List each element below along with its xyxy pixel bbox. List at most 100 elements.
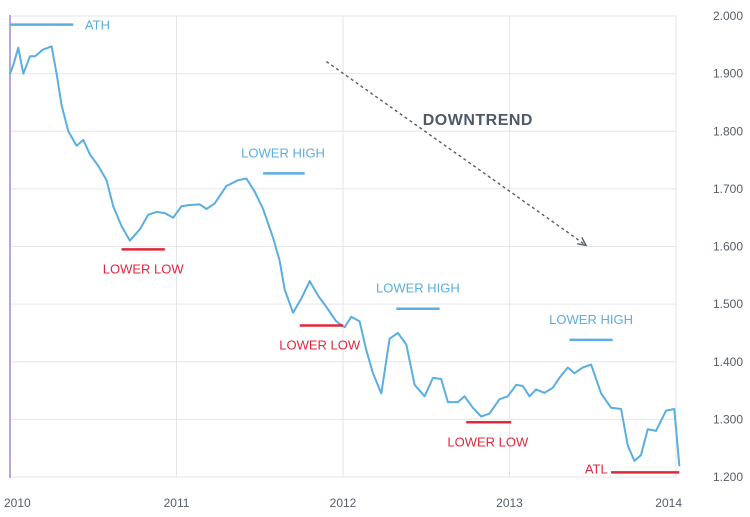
data-point [225, 185, 227, 187]
data-point [237, 179, 239, 181]
trend-arrow [325, 60, 587, 246]
y-tick-label: 1.700 [713, 182, 743, 196]
high-label: LOWER HIGH [241, 145, 325, 160]
data-point [284, 289, 286, 291]
data-point [573, 372, 575, 374]
data-point [432, 377, 434, 379]
data-point [245, 178, 247, 180]
data-point [647, 428, 649, 430]
data-point [365, 349, 367, 351]
y-axis: 2.000 1.900 1.800 1.700 1.600 1.500 1.400 1.300… [713, 9, 743, 484]
data-point [272, 237, 274, 239]
data-point [254, 191, 256, 193]
data-point [300, 297, 302, 299]
data-point [372, 372, 374, 374]
low-label: LOWER LOW [447, 434, 529, 449]
data-point [344, 326, 346, 328]
data-points [9, 46, 680, 467]
data-point [397, 332, 399, 334]
data-point [199, 203, 201, 205]
y-tick-label: 1.800 [713, 124, 743, 138]
x-tick-label: 2014 [655, 496, 682, 510]
data-point [335, 320, 337, 322]
data-point [558, 377, 560, 379]
data-point [76, 145, 78, 147]
data-point [309, 280, 311, 282]
data-point [29, 55, 31, 57]
x-tick-label: 2010 [4, 496, 31, 510]
data-point [325, 306, 327, 308]
data-point [350, 316, 352, 318]
data-point [552, 387, 554, 389]
x-axis: 2010 2011 2012 2013 2014 [4, 496, 682, 510]
trend-annotation: DOWNTREND [325, 60, 588, 247]
data-point [17, 47, 19, 49]
data-point [205, 208, 207, 210]
data-point [139, 228, 141, 230]
data-point [106, 179, 108, 181]
high-label: LOWER HIGH [549, 312, 633, 327]
data-point [464, 395, 466, 397]
data-point [640, 454, 642, 456]
data-point [56, 73, 58, 75]
annotations: ATH LOWER LOW LOWER HIGH LOWER LOW LOWER HIG… [10, 18, 680, 476]
data-point [189, 204, 191, 206]
data-point [507, 395, 509, 397]
data-point [22, 73, 24, 75]
data-point [472, 407, 474, 409]
data-point [279, 260, 281, 262]
y-tick-label: 1.900 [713, 67, 743, 81]
data-point [424, 395, 426, 397]
data-point [317, 294, 319, 296]
data-point [522, 385, 524, 387]
y-tick-label: 1.300 [713, 412, 743, 426]
data-point [147, 214, 149, 216]
y-tick-label: 2.000 [713, 9, 743, 23]
y-tick-label: 1.600 [713, 240, 743, 254]
data-point [610, 407, 612, 409]
x-tick-label: 2011 [164, 496, 190, 510]
data-point [633, 460, 635, 462]
data-point [600, 392, 602, 394]
data-point [82, 139, 84, 141]
data-point [567, 367, 569, 369]
y-tick-label: 1.500 [713, 297, 743, 311]
data-point [447, 401, 449, 403]
data-point [414, 384, 416, 386]
data-point [214, 202, 216, 204]
data-point [627, 444, 629, 446]
data-point [489, 413, 491, 415]
data-point [359, 320, 361, 322]
data-point [34, 55, 36, 57]
data-point [12, 64, 14, 66]
y-tick-label: 1.200 [713, 470, 743, 484]
data-point [515, 384, 517, 386]
grid [9, 15, 677, 478]
low-label: LOWER LOW [103, 261, 185, 276]
data-point [112, 205, 114, 207]
data-point [665, 410, 667, 412]
y-tick-label: 1.400 [713, 355, 743, 369]
low-label: LOWER LOW [279, 337, 361, 352]
data-point [172, 217, 174, 219]
data-point [590, 364, 592, 366]
high-label: ATH [85, 18, 110, 33]
data-point [528, 395, 530, 397]
data-point [61, 104, 63, 106]
data-point [380, 392, 382, 394]
data-point [543, 392, 545, 394]
data-point [156, 211, 158, 213]
data-point [457, 401, 459, 403]
low-label: ATL [585, 461, 608, 476]
data-point [67, 130, 69, 132]
data-point [121, 225, 123, 227]
data-point [292, 312, 294, 314]
data-point [655, 430, 657, 432]
data-point [620, 408, 622, 410]
price-line [9, 45, 681, 467]
x-tick-label: 2012 [330, 496, 357, 510]
x-tick-label: 2013 [496, 496, 523, 510]
data-point [51, 46, 53, 48]
data-point [440, 378, 442, 380]
data-point [499, 398, 501, 400]
